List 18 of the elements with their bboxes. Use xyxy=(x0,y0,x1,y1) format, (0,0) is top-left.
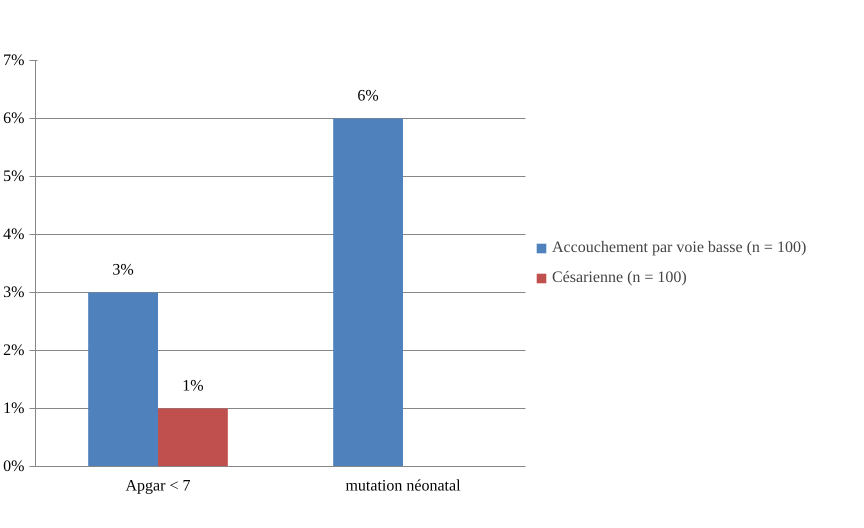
data-label: 1% xyxy=(182,377,204,394)
y-tick-label: 4% xyxy=(3,226,24,243)
x-tick-label: Apgar < 7 xyxy=(125,478,191,494)
bar xyxy=(333,118,403,466)
y-tick-label: 0% xyxy=(3,458,24,475)
legend-label: Césarienne (n = 100) xyxy=(552,269,687,287)
bar xyxy=(88,292,158,466)
bar xyxy=(158,408,228,466)
y-tick-label: 3% xyxy=(3,284,24,301)
y-tick-label: 1% xyxy=(3,400,24,417)
data-label: 3% xyxy=(112,261,134,278)
x-tick-label: mutation néonatal xyxy=(345,478,462,494)
y-tick-label: 6% xyxy=(3,110,24,127)
data-label: 6% xyxy=(357,87,379,104)
y-tick-label: 7% xyxy=(3,52,24,69)
y-tick-label: 2% xyxy=(3,342,24,359)
y-tick-label: 5% xyxy=(3,168,24,185)
legend-label: Accouchement par voie basse (n = 100) xyxy=(552,239,806,257)
